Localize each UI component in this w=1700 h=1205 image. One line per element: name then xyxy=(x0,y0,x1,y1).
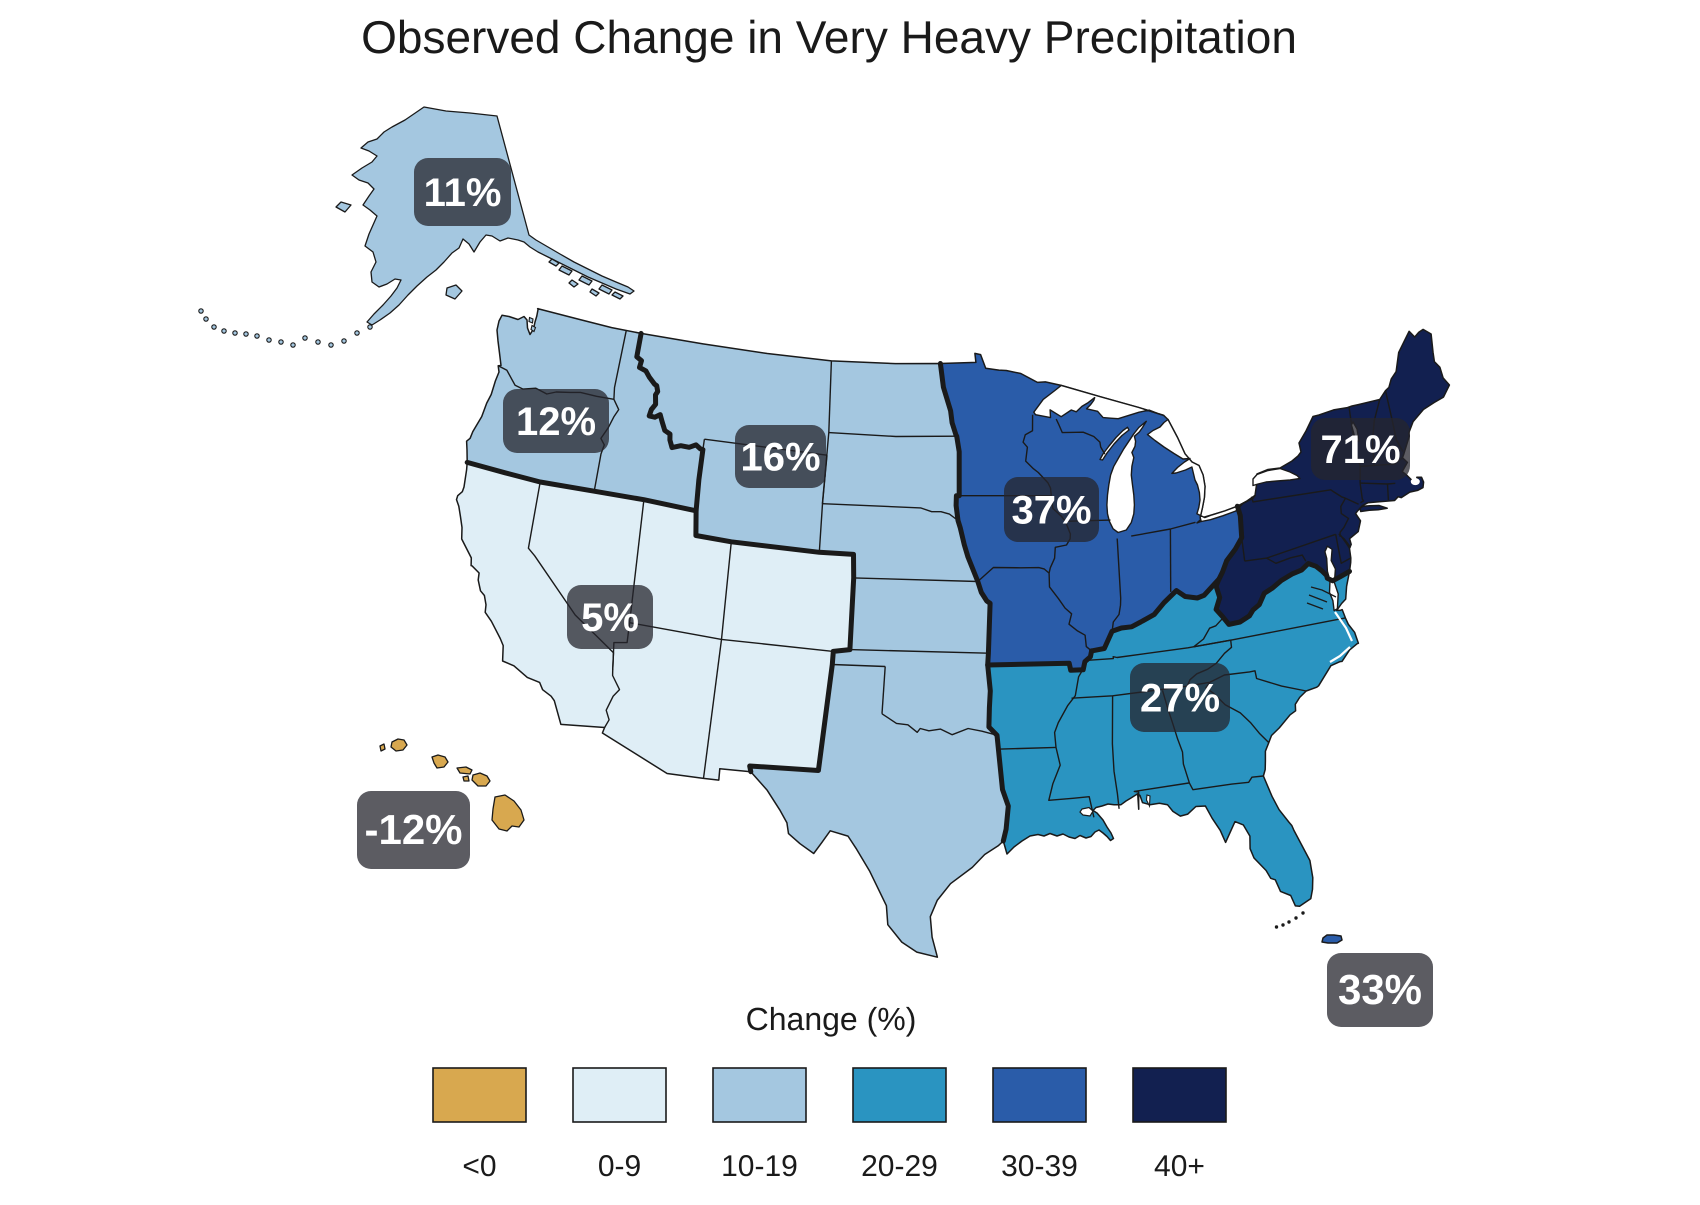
svg-text:30-39: 30-39 xyxy=(1001,1150,1078,1183)
svg-text:0-9: 0-9 xyxy=(598,1150,641,1183)
svg-text:Change (%): Change (%) xyxy=(746,1001,917,1037)
svg-text:Observed Change in Very Heavy: Observed Change in Very Heavy Precipitat… xyxy=(361,11,1297,63)
svg-text:40+: 40+ xyxy=(1154,1150,1205,1183)
svg-text:5%: 5% xyxy=(581,596,639,640)
svg-text:27%: 27% xyxy=(1140,677,1220,721)
svg-text:11%: 11% xyxy=(424,171,502,215)
svg-text:10-19: 10-19 xyxy=(721,1150,798,1183)
svg-text:37%: 37% xyxy=(1011,489,1091,533)
svg-text:16%: 16% xyxy=(740,436,820,480)
svg-text:<0: <0 xyxy=(462,1150,496,1183)
svg-text:12%: 12% xyxy=(516,400,596,444)
svg-text:33%: 33% xyxy=(1338,966,1422,1013)
svg-text:-12%: -12% xyxy=(364,806,462,853)
svg-text:20-29: 20-29 xyxy=(861,1150,938,1183)
svg-text:71%: 71% xyxy=(1320,428,1400,472)
